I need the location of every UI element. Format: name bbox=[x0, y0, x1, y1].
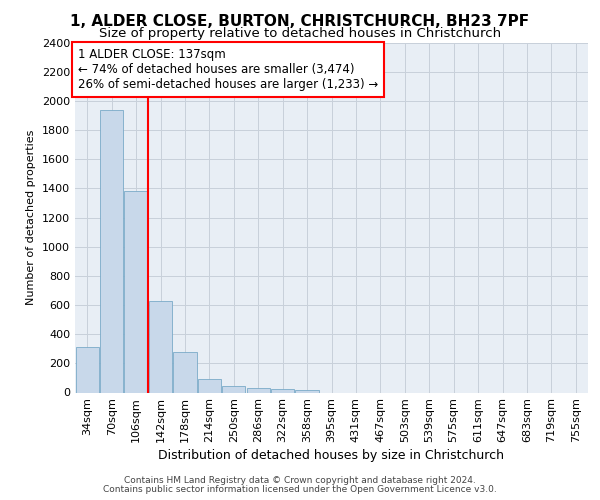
Text: 1 ALDER CLOSE: 137sqm
← 74% of detached houses are smaller (3,474)
26% of semi-d: 1 ALDER CLOSE: 137sqm ← 74% of detached … bbox=[77, 48, 378, 91]
Bar bbox=[149, 302, 172, 392]
X-axis label: Distribution of detached houses by size in Christchurch: Distribution of detached houses by size … bbox=[158, 450, 505, 462]
Bar bbox=[76, 346, 99, 393]
Text: Contains HM Land Registry data © Crown copyright and database right 2024.: Contains HM Land Registry data © Crown c… bbox=[124, 476, 476, 485]
Y-axis label: Number of detached properties: Number of detached properties bbox=[26, 130, 37, 305]
Bar bbox=[198, 378, 221, 392]
Bar bbox=[247, 388, 270, 392]
Bar bbox=[271, 390, 294, 392]
Bar bbox=[295, 390, 319, 392]
Text: 1, ALDER CLOSE, BURTON, CHRISTCHURCH, BH23 7PF: 1, ALDER CLOSE, BURTON, CHRISTCHURCH, BH… bbox=[70, 14, 530, 29]
Bar bbox=[173, 352, 197, 393]
Bar bbox=[100, 110, 123, 393]
Bar bbox=[222, 386, 245, 392]
Text: Size of property relative to detached houses in Christchurch: Size of property relative to detached ho… bbox=[99, 28, 501, 40]
Bar bbox=[124, 191, 148, 392]
Text: Contains public sector information licensed under the Open Government Licence v3: Contains public sector information licen… bbox=[103, 484, 497, 494]
